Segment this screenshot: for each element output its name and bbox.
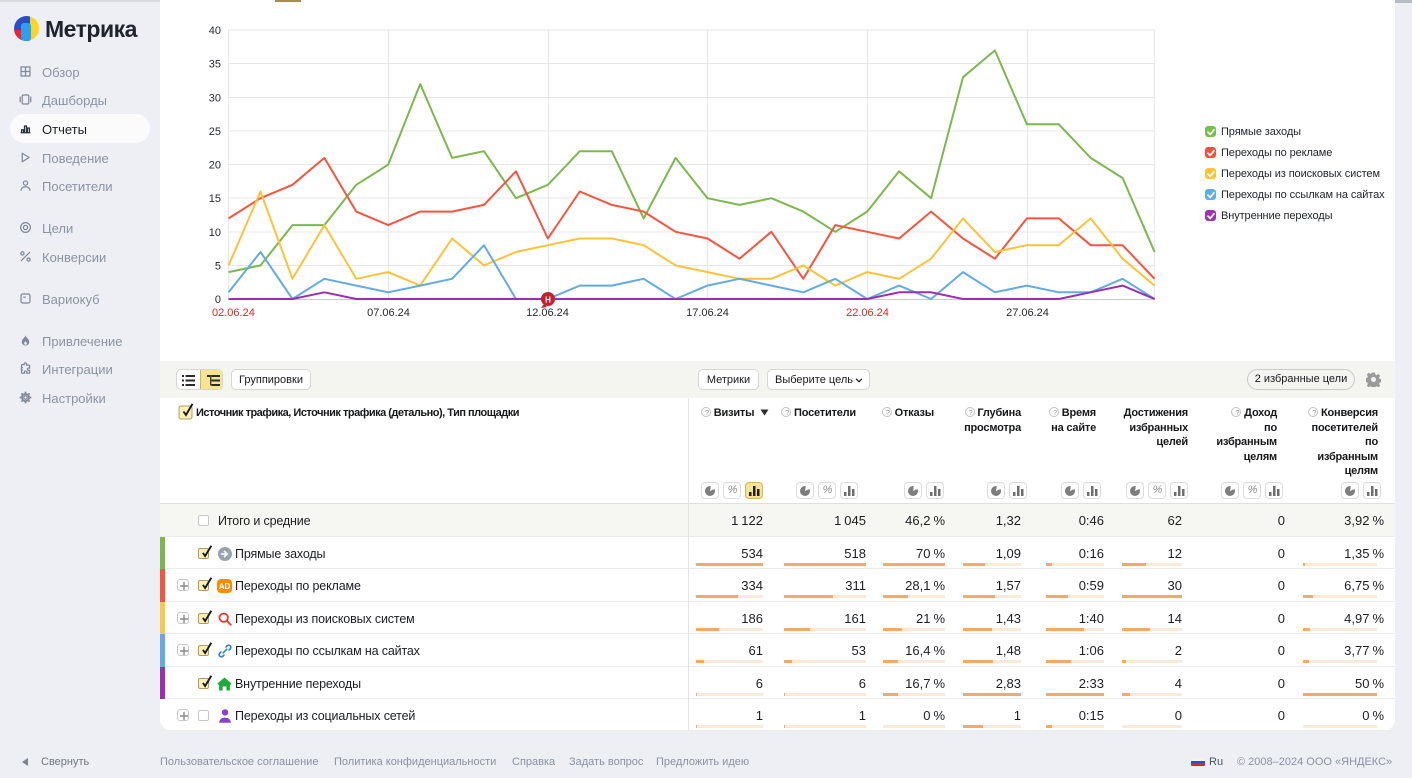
svg-text:35: 35 <box>209 59 221 71</box>
svg-text:12.06.24: 12.06.24 <box>526 307 569 319</box>
svg-text:25: 25 <box>209 126 221 138</box>
svg-text:30: 30 <box>209 93 221 105</box>
svg-text:22.06.24: 22.06.24 <box>846 307 889 319</box>
svg-text:02.06.24: 02.06.24 <box>212 307 255 319</box>
svg-text:AD: AD <box>219 582 231 591</box>
svg-text:15: 15 <box>209 193 221 205</box>
svg-text:Н: Н <box>545 296 551 305</box>
svg-text:0: 0 <box>215 294 221 306</box>
svg-text:10: 10 <box>209 227 221 239</box>
svg-text:07.06.24: 07.06.24 <box>367 307 410 319</box>
svg-text:27.06.24: 27.06.24 <box>1006 307 1049 319</box>
svg-text:20: 20 <box>209 160 221 172</box>
svg-text:17.06.24: 17.06.24 <box>686 307 729 319</box>
svg-text:40: 40 <box>209 25 221 37</box>
svg-text:5: 5 <box>215 261 221 273</box>
